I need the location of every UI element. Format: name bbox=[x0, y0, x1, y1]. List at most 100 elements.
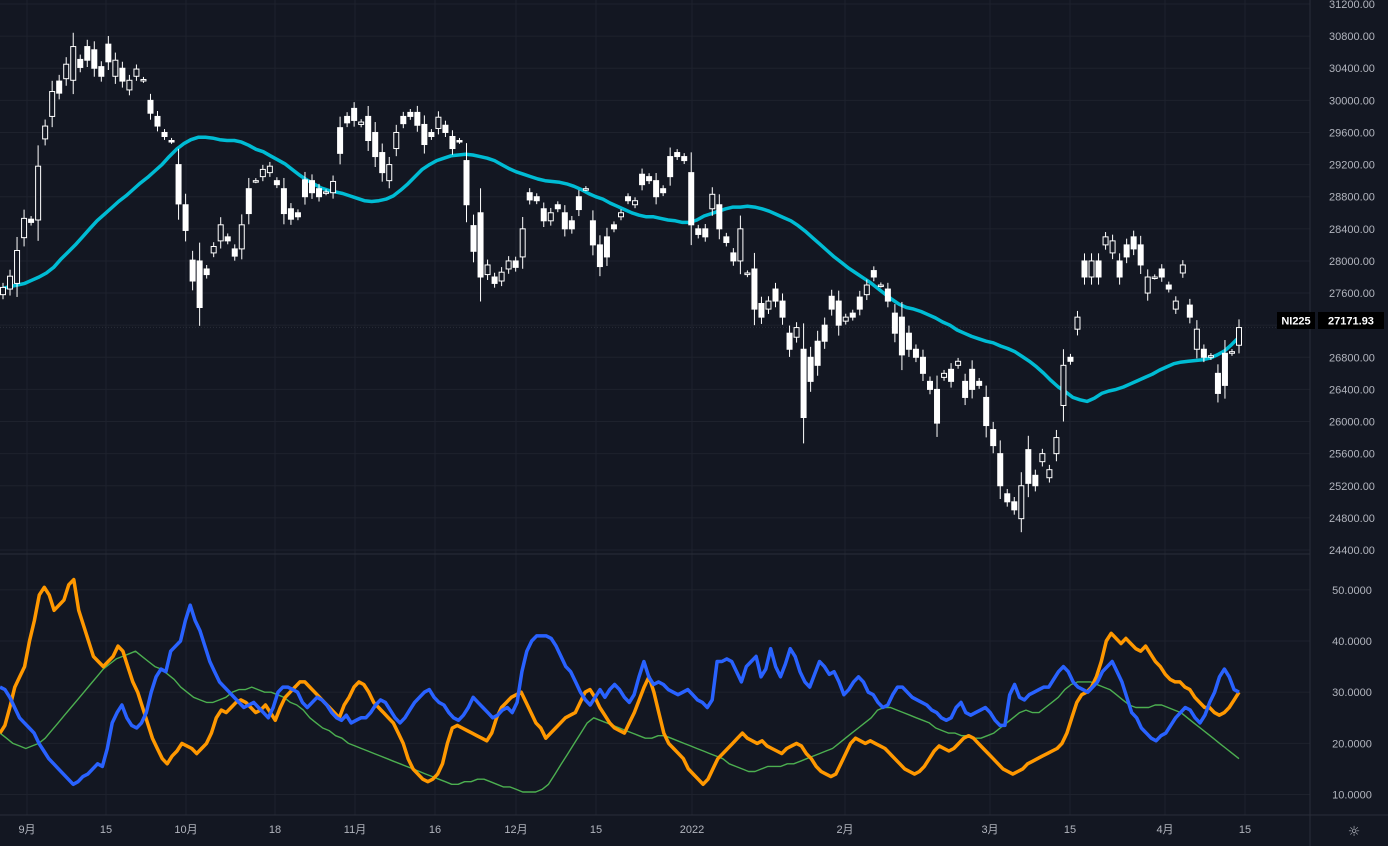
candle-down bbox=[470, 225, 477, 252]
candle-down bbox=[414, 111, 421, 126]
candle-down bbox=[1130, 236, 1137, 250]
candle-up bbox=[112, 59, 119, 77]
candle-down bbox=[702, 228, 709, 238]
candle-down bbox=[1011, 501, 1018, 511]
candle-up bbox=[498, 271, 505, 282]
price-tick-label: 29600.00 bbox=[1329, 127, 1375, 139]
candle-down bbox=[105, 43, 112, 63]
price-tick-label: 29200.00 bbox=[1329, 160, 1375, 172]
time-axis[interactable]: 9月 15 10月 18 11月 16 12月 15 2022 2月 3月 15 4月 15 bbox=[18, 824, 1251, 836]
candle-down bbox=[554, 204, 561, 210]
candle-down bbox=[379, 152, 386, 174]
grid-lines bbox=[0, 0, 1310, 815]
candle-down bbox=[526, 192, 533, 201]
candle-down bbox=[828, 295, 835, 310]
candle-up bbox=[217, 224, 224, 242]
candle-down bbox=[660, 188, 667, 194]
candle-down bbox=[182, 204, 189, 231]
candle-down bbox=[667, 156, 674, 178]
price-tick-label: 28800.00 bbox=[1329, 192, 1375, 204]
candle-down bbox=[695, 228, 702, 235]
candle-down bbox=[772, 288, 779, 302]
moving-average bbox=[2, 135, 1241, 404]
candle-down bbox=[1032, 474, 1039, 487]
candle-up bbox=[1039, 453, 1046, 463]
candle-down bbox=[280, 188, 287, 215]
candle-down bbox=[786, 332, 793, 350]
candle-down bbox=[905, 332, 912, 350]
candle-down bbox=[1221, 352, 1228, 386]
candle-up bbox=[1074, 316, 1081, 330]
candle-down bbox=[646, 176, 653, 182]
price-tick-label: 26000.00 bbox=[1329, 417, 1375, 429]
candle-down bbox=[997, 453, 1004, 487]
candle-down bbox=[196, 260, 203, 309]
candle-up bbox=[744, 272, 751, 276]
candle-down bbox=[870, 270, 877, 278]
candle-down bbox=[203, 268, 210, 276]
candle-down bbox=[449, 135, 456, 150]
candle-up bbox=[266, 165, 273, 174]
price-tick-label: 30000.00 bbox=[1329, 95, 1375, 107]
symbol-label-bg bbox=[1277, 312, 1315, 329]
candle-down bbox=[884, 288, 891, 302]
candle-down bbox=[589, 220, 596, 246]
candle-down bbox=[983, 396, 990, 427]
candle-up bbox=[1102, 236, 1109, 246]
candle-up bbox=[1109, 240, 1116, 254]
candle-down bbox=[976, 380, 983, 386]
candle-down bbox=[1081, 260, 1088, 278]
candle-down bbox=[154, 115, 161, 127]
indicator-lines bbox=[0, 577, 1241, 793]
candle-up bbox=[1144, 276, 1151, 294]
candle-up bbox=[252, 180, 259, 183]
candle-down bbox=[287, 208, 294, 220]
candle-down bbox=[1200, 348, 1207, 358]
candle-up bbox=[547, 212, 554, 222]
candle-down bbox=[1116, 260, 1123, 278]
candle-down bbox=[84, 46, 91, 61]
price-axis[interactable]: 24400.00 24800.00 25200.00 25600.00 26000.00… bbox=[1329, 0, 1375, 557]
candle-up bbox=[793, 327, 800, 338]
time-tick-label: 15 bbox=[1064, 824, 1076, 836]
candle-down bbox=[301, 179, 308, 198]
price-tick-label: 26400.00 bbox=[1329, 384, 1375, 396]
time-tick-label: 2022 bbox=[680, 824, 704, 836]
candle-down bbox=[849, 312, 856, 318]
candle-down bbox=[273, 180, 280, 186]
candle-up bbox=[737, 228, 744, 262]
price-tick-label: 30800.00 bbox=[1329, 31, 1375, 43]
candle-down bbox=[540, 208, 547, 222]
time-tick-label: 15 bbox=[100, 824, 112, 836]
candle-down bbox=[309, 180, 315, 194]
candle-down bbox=[189, 259, 196, 282]
candle-down bbox=[175, 164, 182, 205]
candle-up bbox=[632, 200, 639, 206]
candle-down bbox=[491, 276, 498, 284]
candle-up bbox=[7, 275, 14, 290]
candle-down bbox=[568, 220, 575, 230]
candlestick-series bbox=[0, 32, 1242, 533]
candle-down bbox=[927, 380, 933, 390]
candle-down bbox=[681, 156, 688, 162]
last-price-tag: NI225 27171.93 bbox=[1277, 312, 1384, 329]
candle-up bbox=[0, 286, 6, 296]
candle-down bbox=[856, 296, 863, 310]
gear-icon[interactable]: ☼ bbox=[1348, 824, 1361, 840]
candle-down bbox=[407, 111, 414, 117]
candle-up bbox=[35, 165, 42, 221]
candle-up bbox=[863, 284, 870, 296]
indicator-axis[interactable]: 10.0000 20.0000 30.0000 40.0000 50.0000 bbox=[1332, 585, 1372, 802]
indicator-tick-label: 40.0000 bbox=[1332, 636, 1372, 648]
candle-up bbox=[126, 79, 133, 91]
candle-up bbox=[1046, 469, 1053, 479]
candle-down bbox=[442, 124, 449, 133]
moving-average-line bbox=[2, 135, 1241, 404]
candle-down bbox=[625, 196, 632, 202]
candle-down bbox=[962, 380, 969, 398]
candle-down bbox=[168, 140, 175, 143]
time-tick-label: 18 bbox=[269, 824, 281, 836]
candle-up bbox=[582, 188, 589, 191]
candle-down bbox=[512, 260, 519, 268]
